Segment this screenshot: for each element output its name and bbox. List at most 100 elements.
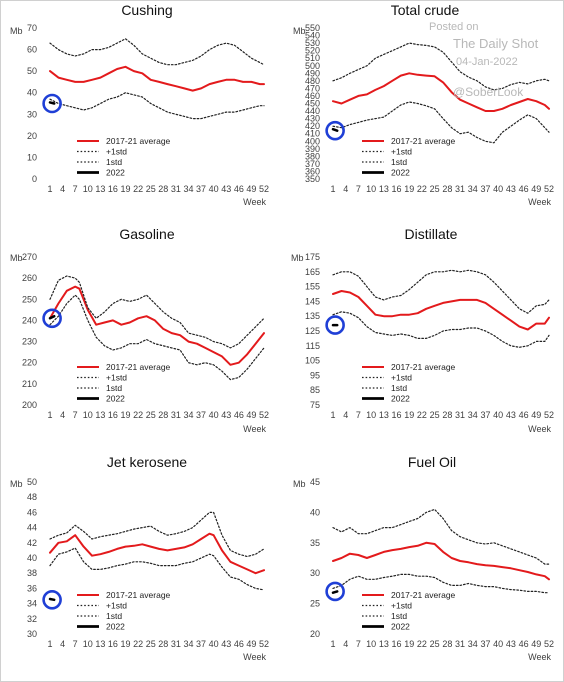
- chart-title: Total crude: [391, 2, 460, 18]
- y-tick-label: 48: [27, 492, 37, 502]
- x-axis-label: Week: [528, 652, 551, 662]
- y-tick-label: 460: [305, 91, 320, 101]
- x-tick-label: 40: [209, 184, 219, 194]
- series-line-1std: [332, 42, 550, 91]
- legend-label: 1std: [106, 383, 122, 393]
- watermark-posted-on: Posted on: [429, 21, 479, 33]
- y-tick-label: 30: [27, 629, 37, 639]
- y-tick-label: 450: [305, 99, 320, 109]
- series-line-2017-21-average: [49, 65, 265, 92]
- x-tick-label: 34: [468, 639, 478, 649]
- legend-label: 1std: [391, 383, 407, 393]
- x-tick-label: 31: [171, 410, 181, 420]
- series-line-2017-21-average: [332, 72, 550, 112]
- x-axis-label: Week: [243, 424, 266, 434]
- y-tick-label: 125: [305, 326, 320, 336]
- x-tick-label: 34: [183, 184, 193, 194]
- chart-title: Jet kerosene: [107, 454, 187, 470]
- x-tick-label: 37: [480, 410, 490, 420]
- legend-label: 2017-21 average: [391, 362, 456, 372]
- y-tick-label: 60: [27, 45, 37, 55]
- x-tick-label: 52: [259, 184, 269, 194]
- x-tick-label: 22: [417, 410, 427, 420]
- y-tick-label: 360: [305, 166, 320, 176]
- legend-label: 2017-21 average: [106, 590, 171, 600]
- x-tick-label: 22: [133, 410, 143, 420]
- x-tick-label: 46: [519, 639, 529, 649]
- y-tick-label: 75: [310, 400, 320, 410]
- y-tick-label: 200: [22, 400, 37, 410]
- x-tick-label: 37: [196, 410, 206, 420]
- y-tick-label: 135: [305, 311, 320, 321]
- x-tick-label: 28: [442, 410, 452, 420]
- chart-panel-1: Total crudeMb350360370380390400410420430…: [293, 2, 554, 207]
- y-tick-label: 380: [305, 151, 320, 161]
- x-tick-label: 25: [430, 410, 440, 420]
- x-tick-label: 49: [531, 184, 541, 194]
- watermark-source: The Daily Shot: [453, 36, 539, 51]
- y-tick-label: 420: [305, 121, 320, 131]
- x-tick-label: 28: [158, 639, 168, 649]
- y-axis-label: Mb: [10, 479, 23, 489]
- x-tick-label: 1: [330, 410, 335, 420]
- x-tick-label: 49: [246, 410, 256, 420]
- x-tick-label: 1: [330, 639, 335, 649]
- x-tick-label: 16: [108, 184, 118, 194]
- legend-label: +1std: [106, 373, 127, 383]
- legend-label: 2022: [391, 622, 410, 632]
- x-tick-label: 28: [442, 184, 452, 194]
- x-tick-label: 13: [379, 639, 389, 649]
- x-tick-label: 46: [234, 184, 244, 194]
- x-tick-label: 31: [171, 184, 181, 194]
- y-tick-label: 44: [27, 523, 37, 533]
- y-tick-label: 46: [27, 507, 37, 517]
- x-tick-label: 10: [83, 410, 93, 420]
- x-tick-label: 13: [95, 184, 105, 194]
- x-tick-label: 28: [158, 410, 168, 420]
- y-tick-label: 20: [27, 131, 37, 141]
- x-tick-label: 16: [392, 639, 402, 649]
- y-tick-label: 40: [27, 553, 37, 563]
- legend-label: 2017-21 average: [391, 590, 456, 600]
- y-tick-label: 25: [310, 599, 320, 609]
- x-tick-label: 37: [196, 184, 206, 194]
- x-tick-label: 19: [121, 184, 131, 194]
- chart-title: Cushing: [121, 2, 172, 18]
- x-tick-label: 7: [356, 410, 361, 420]
- x-tick-label: 22: [417, 639, 427, 649]
- y-axis-label: Mb: [10, 26, 23, 36]
- series-line-1std: [49, 547, 265, 591]
- legend-label: +1std: [391, 601, 412, 611]
- x-tick-label: 19: [404, 639, 414, 649]
- x-tick-label: 16: [108, 410, 118, 420]
- y-tick-label: 370: [305, 159, 320, 169]
- x-tick-label: 40: [209, 410, 219, 420]
- series-line-2017-21-average: [332, 541, 550, 581]
- x-axis-label: Week: [243, 652, 266, 662]
- y-tick-label: 270: [22, 252, 37, 262]
- x-tick-label: 31: [171, 639, 181, 649]
- y-tick-label: 20: [310, 629, 320, 639]
- x-tick-label: 25: [430, 184, 440, 194]
- x-tick-label: 43: [221, 639, 231, 649]
- series-line-1std: [49, 511, 265, 558]
- x-tick-label: 22: [133, 639, 143, 649]
- x-tick-label: 40: [493, 639, 503, 649]
- x-tick-label: 49: [531, 410, 541, 420]
- x-tick-label: 28: [158, 184, 168, 194]
- x-tick-label: 7: [73, 639, 78, 649]
- y-tick-label: 240: [22, 315, 37, 325]
- x-tick-label: 40: [209, 639, 219, 649]
- y-tick-label: 36: [27, 583, 37, 593]
- x-tick-label: 4: [343, 184, 348, 194]
- x-tick-label: 37: [480, 639, 490, 649]
- watermark-handle: @SoberLook: [453, 85, 524, 99]
- legend-label: +1std: [106, 601, 127, 611]
- x-tick-label: 34: [183, 410, 193, 420]
